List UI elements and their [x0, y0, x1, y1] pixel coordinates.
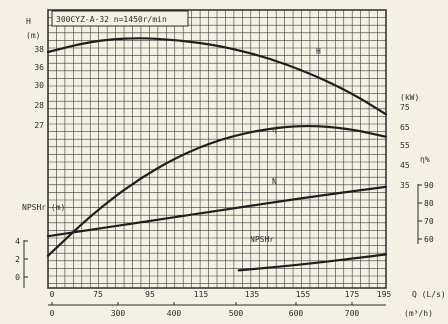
- y-unit-npsh: NPSHr (m): [22, 203, 65, 212]
- y-tick-label-power: 55: [400, 141, 410, 150]
- x-tick-label-m3h: 400: [167, 309, 182, 318]
- y-tick-label-head: 30: [34, 81, 44, 90]
- title-box: [51, 10, 189, 27]
- grid: [47, 9, 387, 288]
- y-tick-label-head: 27: [34, 121, 44, 130]
- y-tick-label-npsh: 4: [15, 237, 20, 246]
- series-line-NPSHr: [237, 253, 388, 272]
- x-tick-label-m3h: 0: [50, 309, 55, 318]
- y-unit-eff: η%: [420, 155, 430, 164]
- x-tick-label-ls: 135: [245, 290, 260, 299]
- x-tick-label-m3h: 300: [111, 309, 126, 318]
- x-tick-label-ls: 175: [345, 290, 360, 299]
- series-line-H: [46, 37, 388, 116]
- series-line-η: [46, 124, 388, 257]
- x-tick-label-ls: 195: [377, 290, 392, 299]
- y-tick-label-eff: 70: [424, 217, 434, 226]
- series-label-N: N: [272, 177, 277, 186]
- x-unit-ls: Q (L/s): [412, 290, 446, 299]
- y-unit-head: H: [26, 17, 31, 26]
- series-label-H: H: [316, 47, 321, 56]
- y-tick-label-head: 28: [34, 101, 44, 110]
- x-tick-label-ls: 115: [194, 290, 209, 299]
- x-tick-label-m3h: 600: [289, 309, 304, 318]
- curves: Hη N NPSHr: [46, 37, 388, 272]
- x-tick-label-m3h: 700: [345, 309, 360, 318]
- tick-labels: 0 75 95 115 135 155 175 195 Q (L/s)0 300 400 500 600…: [15, 17, 446, 318]
- chart-title: 300CYZ-A-32 n=1450r/min: [56, 15, 167, 24]
- series-label-NPSHr: NPSHr: [250, 235, 274, 244]
- x-tick-label-m3h: 500: [229, 309, 244, 318]
- plot-frame: [47, 9, 387, 289]
- y-tick-label-power: 45: [400, 161, 410, 170]
- series-line-N: [46, 185, 388, 238]
- y-tick-label-npsh: 0: [15, 273, 20, 282]
- y-tick-label-head: 36: [34, 63, 44, 72]
- x-tick-label-ls: 75: [93, 290, 103, 299]
- y-tick-label-eff: 90: [424, 181, 434, 190]
- y-tick-label-power: 65: [400, 123, 410, 132]
- y-tick-label-power: 75: [400, 103, 410, 112]
- y-tick-label-eff: 80: [424, 199, 434, 208]
- y-tick-label-power: 35: [400, 181, 410, 190]
- x-tick-label-ls: 0: [50, 290, 55, 299]
- y-tick-label-head: 38: [34, 45, 44, 54]
- y-unit-head-m: (m): [26, 31, 40, 40]
- x-unit-m3h: (m³/h): [404, 309, 433, 318]
- x-tick-label-ls: 95: [145, 290, 155, 299]
- series-label-η: η: [272, 125, 277, 134]
- y-tick-label-npsh: 2: [15, 255, 20, 264]
- y-unit-power: (kW): [400, 93, 419, 102]
- y-tick-label-eff: 60: [424, 235, 434, 244]
- x-tick-label-ls: 155: [296, 290, 311, 299]
